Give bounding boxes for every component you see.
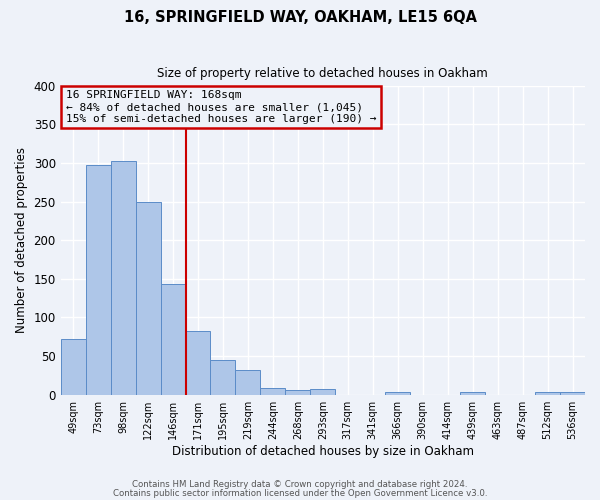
- Bar: [136, 202, 161, 394]
- Y-axis label: Number of detached properties: Number of detached properties: [15, 148, 28, 334]
- Bar: [560, 392, 585, 394]
- Text: 16, SPRINGFIELD WAY, OAKHAM, LE15 6QA: 16, SPRINGFIELD WAY, OAKHAM, LE15 6QA: [124, 10, 476, 25]
- Bar: [86, 164, 110, 394]
- Bar: [385, 392, 410, 394]
- Title: Size of property relative to detached houses in Oakham: Size of property relative to detached ho…: [157, 68, 488, 80]
- Bar: [61, 339, 86, 394]
- Bar: [110, 160, 136, 394]
- Bar: [235, 370, 260, 394]
- Bar: [185, 330, 211, 394]
- X-axis label: Distribution of detached houses by size in Oakham: Distribution of detached houses by size …: [172, 444, 474, 458]
- Bar: [161, 284, 185, 395]
- Bar: [260, 388, 286, 394]
- Bar: [211, 360, 235, 394]
- Bar: [460, 392, 485, 394]
- Text: Contains HM Land Registry data © Crown copyright and database right 2024.: Contains HM Land Registry data © Crown c…: [132, 480, 468, 489]
- Bar: [286, 390, 310, 394]
- Text: Contains public sector information licensed under the Open Government Licence v3: Contains public sector information licen…: [113, 488, 487, 498]
- Bar: [535, 392, 560, 394]
- Bar: [310, 390, 335, 394]
- Text: 16 SPRINGFIELD WAY: 168sqm
← 84% of detached houses are smaller (1,045)
15% of s: 16 SPRINGFIELD WAY: 168sqm ← 84% of deta…: [66, 90, 376, 124]
